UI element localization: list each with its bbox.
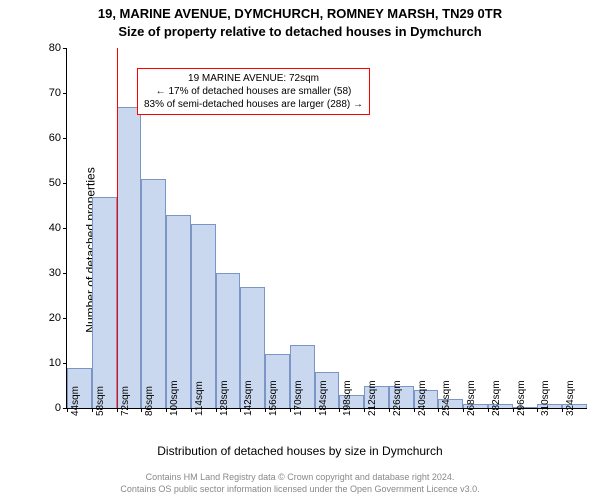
x-tick-label: 86sqm [144,386,155,416]
x-tick-label: 44sqm [70,386,81,416]
histogram-bar [117,107,142,409]
x-tick-mark [513,408,514,412]
histogram-bar [141,179,166,409]
histogram-bar [166,215,191,409]
histogram-bar [92,197,117,409]
y-tick-label: 40 [31,222,61,234]
x-tick-label: 240sqm [417,380,428,416]
y-tick-mark [63,273,67,274]
axes: 0102030405060708044sqm58sqm72sqm86sqm100… [66,48,587,409]
x-tick-mark [389,408,390,412]
x-tick-label: 156sqm [268,380,279,416]
x-tick-label: 128sqm [219,380,230,416]
x-tick-mark [240,408,241,412]
footer-copyright-1: Contains HM Land Registry data © Crown c… [0,472,600,482]
y-tick-label: 10 [31,357,61,369]
x-tick-mark [315,408,316,412]
x-tick-mark [414,408,415,412]
annotation-line3: 83% of semi-detached houses are larger (… [144,98,363,111]
property-marker-line [117,48,118,408]
x-tick-label: 226sqm [392,380,403,416]
x-tick-mark [438,408,439,412]
x-tick-label: 212sqm [367,380,378,416]
x-tick-label: 184sqm [318,380,329,416]
x-tick-label: 58sqm [95,386,106,416]
x-tick-mark [141,408,142,412]
x-tick-mark [191,408,192,412]
y-tick-label: 70 [31,87,61,99]
x-tick-mark [117,408,118,412]
chart-title-line1: 19, MARINE AVENUE, DYMCHURCH, ROMNEY MAR… [0,6,600,21]
annotation-line1: 19 MARINE AVENUE: 72sqm [144,72,363,85]
chart-container: 19, MARINE AVENUE, DYMCHURCH, ROMNEY MAR… [0,0,600,500]
x-tick-label: 310sqm [540,380,551,416]
x-tick-label: 268sqm [466,380,477,416]
chart-title-line2: Size of property relative to detached ho… [0,24,600,39]
y-tick-label: 60 [31,132,61,144]
y-tick-label: 30 [31,267,61,279]
y-tick-label: 20 [31,312,61,324]
x-tick-label: 100sqm [169,380,180,416]
x-tick-mark [562,408,563,412]
x-tick-mark [339,408,340,412]
x-tick-mark [92,408,93,412]
y-tick-mark [63,183,67,184]
y-tick-label: 0 [31,402,61,414]
x-tick-mark [537,408,538,412]
y-tick-mark [63,93,67,94]
y-tick-mark [63,318,67,319]
x-tick-label: 324sqm [565,380,576,416]
x-tick-mark [488,408,489,412]
x-tick-mark [463,408,464,412]
x-tick-label: 198sqm [342,380,353,416]
footer-copyright-2: Contains OS public sector information li… [0,484,600,494]
x-tick-mark [265,408,266,412]
x-tick-label: 72sqm [120,386,131,416]
x-tick-label: 296sqm [516,380,527,416]
x-tick-label: 254sqm [441,380,452,416]
y-tick-mark [63,138,67,139]
x-tick-mark [290,408,291,412]
x-tick-label: 282sqm [491,380,502,416]
y-tick-mark [63,228,67,229]
x-tick-label: 114sqm [194,381,205,416]
y-tick-label: 50 [31,177,61,189]
plot-area: 0102030405060708044sqm58sqm72sqm86sqm100… [66,48,586,408]
x-tick-label: 142sqm [243,380,254,416]
annotation-box: 19 MARINE AVENUE: 72sqm← 17% of detached… [137,68,370,115]
x-tick-mark [216,408,217,412]
x-tick-mark [67,408,68,412]
annotation-line2: ← 17% of detached houses are smaller (58… [144,85,363,98]
x-axis-label: Distribution of detached houses by size … [0,444,600,458]
y-tick-label: 80 [31,42,61,54]
x-tick-mark [364,408,365,412]
x-tick-mark [166,408,167,412]
y-tick-mark [63,48,67,49]
x-tick-label: 170sqm [293,380,304,416]
y-tick-mark [63,363,67,364]
